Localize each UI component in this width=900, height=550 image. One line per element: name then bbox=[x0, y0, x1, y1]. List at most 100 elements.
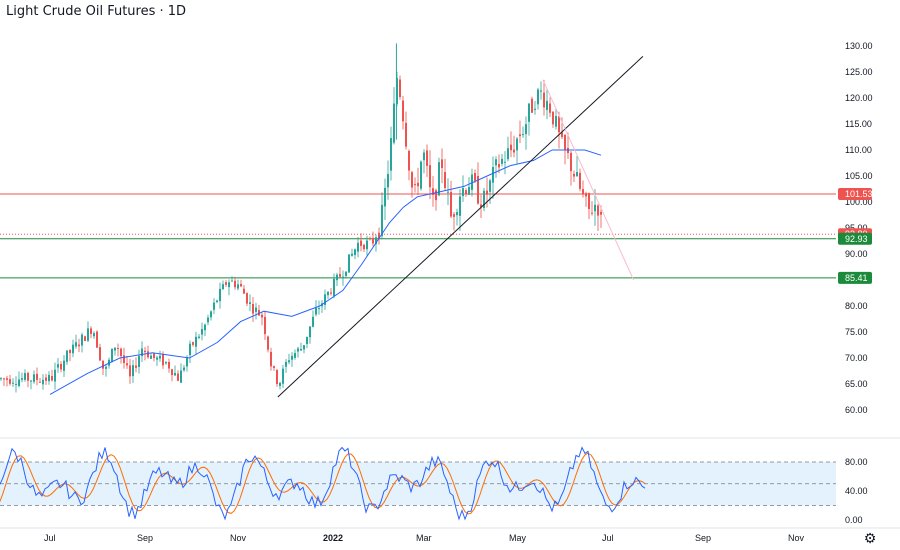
candle-body bbox=[477, 175, 479, 204]
candle-body bbox=[129, 365, 131, 377]
gear-icon[interactable]: ⚙ bbox=[863, 531, 877, 547]
candle-body bbox=[513, 149, 515, 153]
candle-body bbox=[309, 326, 311, 338]
candle-body bbox=[138, 356, 140, 368]
candle-body bbox=[585, 193, 587, 197]
candle-body bbox=[36, 373, 38, 380]
candle-body bbox=[204, 324, 206, 331]
candle-body bbox=[123, 355, 125, 364]
candle-body bbox=[114, 347, 116, 351]
candle-body bbox=[501, 158, 503, 164]
candle-body bbox=[180, 370, 182, 383]
candle-body bbox=[411, 172, 413, 188]
candle-body bbox=[546, 100, 548, 111]
candle-body bbox=[360, 240, 362, 246]
candle-body bbox=[381, 204, 383, 236]
candle-body bbox=[69, 349, 71, 354]
candle-body bbox=[303, 345, 305, 350]
candle-body bbox=[552, 111, 554, 125]
candle-body bbox=[456, 212, 458, 216]
candle-body bbox=[270, 351, 272, 367]
candle-body bbox=[393, 103, 395, 143]
candle-body bbox=[327, 291, 329, 296]
candle-body bbox=[93, 333, 95, 337]
candle-body bbox=[459, 196, 461, 216]
candle-body bbox=[300, 348, 302, 351]
candle-body bbox=[519, 134, 521, 137]
x-tick-label: Jul bbox=[602, 533, 614, 543]
candle-body bbox=[432, 188, 434, 195]
candle-body bbox=[510, 144, 512, 151]
candle-body bbox=[423, 152, 425, 161]
candle-body bbox=[288, 360, 290, 363]
uptrend-line[interactable] bbox=[277, 56, 644, 398]
candle-body bbox=[537, 89, 539, 105]
candle-body bbox=[12, 382, 14, 384]
candle-body bbox=[549, 103, 551, 113]
candle-body bbox=[201, 329, 203, 335]
trendlines bbox=[277, 56, 644, 398]
candle-body bbox=[444, 172, 446, 189]
candle-body bbox=[264, 316, 266, 335]
candle-body bbox=[570, 152, 572, 172]
candle-body bbox=[189, 343, 191, 356]
candle-body bbox=[378, 232, 380, 240]
candle-body bbox=[18, 379, 20, 386]
candle-body bbox=[396, 78, 398, 104]
candle-body bbox=[45, 377, 47, 381]
candle-body bbox=[210, 311, 212, 318]
x-tick-label: Nov bbox=[230, 533, 247, 543]
candle-body bbox=[318, 308, 320, 310]
y-tick-label: 105.00 bbox=[845, 171, 873, 181]
y-tick-label: 120.00 bbox=[845, 93, 873, 103]
candle-body bbox=[372, 238, 374, 244]
candle-body bbox=[195, 336, 197, 347]
candle-body bbox=[495, 159, 497, 166]
candle-body bbox=[105, 366, 107, 369]
oscillator-panel: 80.00 40.00 0.00 bbox=[0, 446, 868, 525]
y-tick-label: 100.00 bbox=[845, 197, 873, 207]
candle-body bbox=[483, 190, 485, 209]
candle-body bbox=[135, 365, 137, 368]
candle-body bbox=[249, 302, 251, 304]
candle-body bbox=[276, 370, 278, 385]
candle-body bbox=[531, 98, 533, 113]
candle-body bbox=[156, 357, 158, 360]
candle-body bbox=[162, 354, 164, 366]
candle-body bbox=[48, 374, 50, 382]
price-axis[interactable]: 130.00 125.00 120.00 115.00 110.00 105.00 100.… bbox=[838, 41, 873, 415]
candle-body bbox=[405, 122, 407, 147]
candle-body bbox=[492, 167, 494, 183]
candle-body bbox=[339, 274, 341, 277]
candle-body bbox=[543, 92, 545, 108]
candle-body bbox=[57, 364, 59, 368]
candle-body bbox=[144, 350, 146, 353]
y-tick-label: 125.00 bbox=[845, 67, 873, 77]
candle-body bbox=[582, 189, 584, 195]
candle-body bbox=[219, 288, 221, 302]
candle-body bbox=[354, 249, 356, 256]
candle-body bbox=[60, 363, 62, 370]
candle-body bbox=[225, 282, 227, 285]
y-tick-label: 115.00 bbox=[845, 119, 872, 129]
candle-body bbox=[576, 172, 578, 177]
candle-body bbox=[126, 363, 128, 366]
candle-body bbox=[96, 331, 98, 348]
candle-body bbox=[312, 316, 314, 327]
candle-body bbox=[474, 172, 476, 181]
time-axis[interactable]: Jul Sep Nov 2022 Mar May Jul Sep Nov bbox=[44, 533, 805, 543]
candle-body bbox=[342, 276, 344, 279]
candle-body bbox=[315, 307, 317, 315]
candle-body bbox=[120, 348, 122, 357]
candle-body bbox=[216, 300, 218, 303]
candle-body bbox=[522, 134, 524, 136]
candle-body bbox=[147, 351, 149, 358]
candle-body bbox=[192, 342, 194, 345]
candle-body bbox=[387, 173, 389, 188]
candle-body bbox=[597, 205, 599, 216]
candle-body bbox=[480, 204, 482, 208]
candle-body bbox=[81, 334, 83, 346]
candle-body bbox=[186, 357, 188, 367]
downtrend-line[interactable] bbox=[542, 79, 635, 281]
